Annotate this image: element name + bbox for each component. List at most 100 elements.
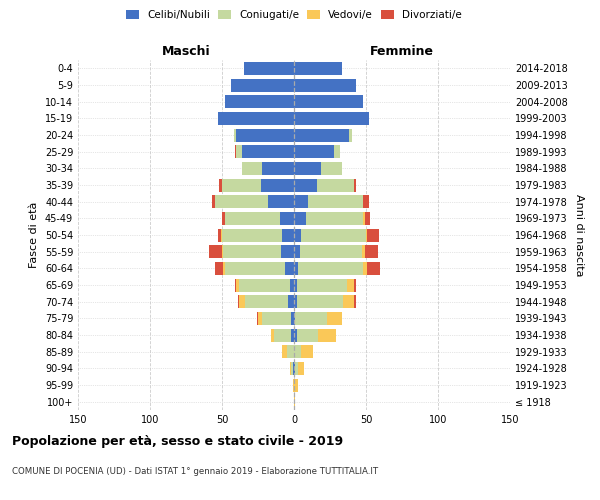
Legend: Celibi/Nubili, Coniugati/e, Vedovi/e, Divorziati/e: Celibi/Nubili, Coniugati/e, Vedovi/e, Di…	[126, 10, 462, 20]
Bar	[294, 62, 341, 75]
Bar	[221, 228, 222, 241]
Bar	[294, 295, 297, 308]
Bar	[322, 162, 341, 175]
Bar	[343, 295, 355, 308]
Bar	[300, 245, 362, 258]
Bar	[334, 145, 340, 158]
Bar	[283, 345, 287, 358]
Bar	[294, 228, 301, 241]
Bar	[291, 312, 294, 325]
Bar	[291, 362, 293, 375]
Bar	[223, 262, 225, 275]
Bar	[294, 195, 308, 208]
Bar	[291, 328, 294, 342]
Bar	[294, 112, 369, 125]
Bar	[222, 178, 261, 192]
Bar	[262, 312, 291, 325]
Bar	[294, 395, 295, 408]
Bar	[223, 245, 281, 258]
Bar	[281, 245, 294, 258]
Bar	[215, 195, 268, 208]
Bar	[319, 328, 336, 342]
Bar	[218, 112, 294, 125]
Bar	[366, 228, 367, 241]
Bar	[301, 228, 366, 241]
Bar	[242, 162, 262, 175]
Bar	[294, 378, 298, 392]
Bar	[235, 145, 236, 158]
Bar	[298, 262, 363, 275]
Bar	[297, 278, 347, 291]
Bar	[355, 278, 356, 291]
Bar	[294, 345, 301, 358]
Bar	[362, 245, 365, 258]
Bar	[230, 78, 294, 92]
Bar	[294, 145, 334, 158]
Bar	[294, 78, 356, 92]
Bar	[294, 162, 322, 175]
Bar	[294, 262, 298, 275]
Bar	[238, 295, 239, 308]
Bar	[290, 278, 294, 291]
Bar	[239, 295, 245, 308]
Bar	[367, 228, 379, 241]
Bar	[274, 328, 291, 342]
Bar	[244, 62, 294, 75]
Y-axis label: Fasce di età: Fasce di età	[29, 202, 39, 268]
Bar	[294, 278, 297, 291]
Bar	[236, 128, 294, 141]
Text: Femmine: Femmine	[370, 46, 434, 59]
Bar	[363, 195, 369, 208]
Bar	[222, 228, 283, 241]
Bar	[271, 328, 274, 342]
Bar	[209, 245, 222, 258]
Bar	[298, 362, 304, 375]
Bar	[365, 245, 377, 258]
Bar	[225, 212, 280, 225]
Bar	[225, 95, 294, 108]
Bar	[294, 128, 349, 141]
Bar	[283, 228, 294, 241]
Bar	[290, 362, 291, 375]
Bar	[257, 312, 258, 325]
Text: Maschi: Maschi	[161, 46, 211, 59]
Bar	[294, 328, 297, 342]
Bar	[293, 362, 294, 375]
Bar	[367, 262, 380, 275]
Bar	[295, 362, 298, 375]
Bar	[239, 278, 290, 291]
Bar	[258, 312, 262, 325]
Bar	[286, 262, 294, 275]
Y-axis label: Anni di nascita: Anni di nascita	[574, 194, 584, 276]
Bar	[294, 245, 300, 258]
Bar	[327, 312, 341, 325]
Bar	[363, 212, 365, 225]
Bar	[268, 195, 294, 208]
Text: COMUNE DI POCENIA (UD) - Dati ISTAT 1° gennaio 2019 - Elaborazione TUTTITALIA.IT: COMUNE DI POCENIA (UD) - Dati ISTAT 1° g…	[12, 468, 378, 476]
Bar	[293, 378, 294, 392]
Bar	[308, 195, 363, 208]
Bar	[294, 212, 305, 225]
Bar	[236, 278, 239, 291]
Bar	[305, 212, 363, 225]
Bar	[288, 295, 294, 308]
Bar	[212, 195, 215, 208]
Bar	[365, 212, 370, 225]
Bar	[349, 128, 352, 141]
Bar	[261, 178, 294, 192]
Bar	[280, 212, 294, 225]
Bar	[236, 145, 242, 158]
Bar	[222, 212, 225, 225]
Bar	[295, 312, 327, 325]
Bar	[347, 278, 355, 291]
Bar	[355, 295, 356, 308]
Bar	[355, 178, 356, 192]
Bar	[242, 145, 294, 158]
Bar	[294, 362, 295, 375]
Bar	[245, 295, 288, 308]
Bar	[218, 228, 221, 241]
Bar	[215, 262, 223, 275]
Bar	[225, 262, 286, 275]
Bar	[294, 178, 317, 192]
Bar	[233, 128, 236, 141]
